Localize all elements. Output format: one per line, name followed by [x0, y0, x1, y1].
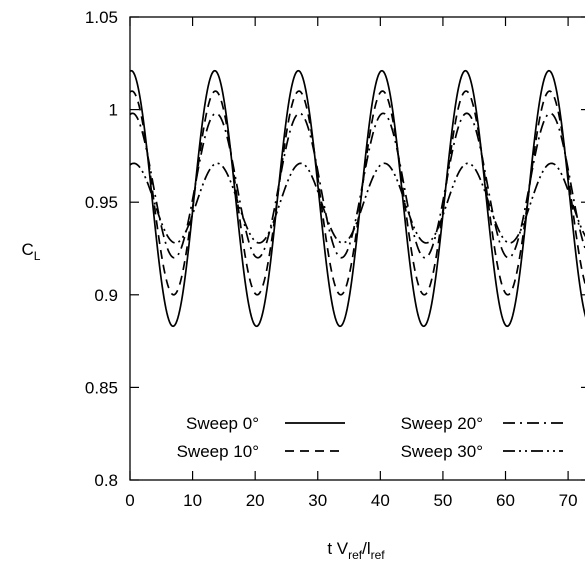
y-tick-label: 1.05 [85, 8, 118, 27]
y-axis-label: CL [22, 240, 41, 263]
x-tick-label: 10 [183, 491, 202, 510]
y-tick-label: 0.9 [94, 286, 118, 305]
y-tick-label: 0.95 [85, 193, 118, 212]
y-tick-label: 0.85 [85, 378, 118, 397]
plot-area [129, 69, 585, 328]
x-axis-label: t Vref/lref [327, 539, 385, 562]
series-line [129, 90, 585, 296]
legend-label: Sweep 10° [177, 442, 259, 461]
ticks: 0 10 20 30 40 50 60 70 0.8 0.85 0.9 0.95 1 1.05 [85, 8, 585, 510]
series-line [129, 162, 585, 244]
series-line [129, 112, 585, 259]
x-tick-label: 50 [433, 491, 452, 510]
x-tick-label: 60 [496, 491, 515, 510]
x-tick-label: 20 [246, 491, 265, 510]
legend-label: Sweep 0° [186, 414, 259, 433]
y-tick-label: 0.8 [94, 471, 118, 490]
legend-label: Sweep 30° [401, 442, 483, 461]
x-tick-label: 70 [559, 491, 578, 510]
legend-label: Sweep 20° [401, 414, 483, 433]
y-tick-label: 1 [109, 101, 118, 120]
x-tick-label: 30 [308, 491, 327, 510]
x-tick-label: 40 [371, 491, 390, 510]
x-tick-label: 0 [125, 491, 134, 510]
legend: Sweep 0° Sweep 10° Sweep 20° Sweep 30° [177, 414, 563, 461]
plot-frame [129, 16, 585, 481]
